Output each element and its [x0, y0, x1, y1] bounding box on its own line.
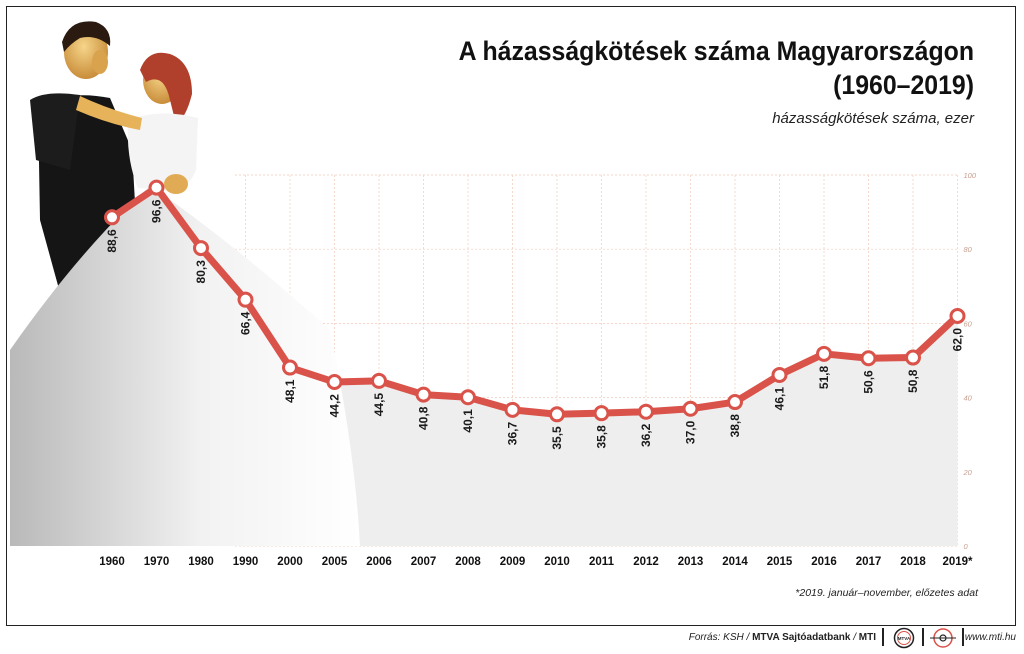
x-tick-label: 2011 — [589, 556, 615, 568]
data-point — [237, 291, 254, 308]
x-tick-label: 2012 — [633, 556, 659, 568]
y-tick-label: 40 — [964, 394, 973, 403]
mtva-logo: MTVA — [893, 627, 915, 649]
data-label: 36,2 — [639, 423, 653, 447]
wedding-couple-illustration — [10, 21, 360, 546]
source-bold: MTVA Sajtóadatbank — [752, 632, 851, 643]
data-point — [860, 350, 877, 367]
data-label: 62,0 — [951, 328, 965, 352]
data-point — [771, 366, 788, 383]
x-tick-label: 1960 — [99, 556, 125, 568]
footnote: *2019. január–november, előzetes adat — [795, 587, 978, 599]
data-point — [638, 403, 654, 420]
data-point — [593, 405, 610, 422]
source-prefix: Forrás: KSH / — [688, 632, 753, 643]
source-mti: MTI — [858, 632, 876, 643]
data-label: 44,2 — [328, 394, 342, 418]
data-point — [504, 401, 521, 418]
x-tick-label: 2009 — [500, 556, 526, 568]
data-label: 36,7 — [506, 422, 520, 446]
chart-title-line2: (1960–2019) — [833, 70, 974, 100]
footer-divider — [962, 628, 964, 646]
data-point — [371, 372, 387, 389]
source-credit: Forrás: KSH / MTVA Sajtóadatbank / MTI — [689, 632, 876, 643]
x-tick-label: 2015 — [767, 556, 793, 568]
x-tick-label: 2000 — [277, 556, 303, 568]
data-label: 40,8 — [417, 406, 431, 430]
data-label: 50,8 — [906, 369, 920, 393]
series-line — [108, 184, 961, 418]
x-tick-label: 1980 — [188, 556, 214, 568]
x-tick-label: 2008 — [455, 556, 481, 568]
x-tick-label: 2006 — [366, 556, 392, 568]
data-label: 40,1 — [461, 409, 475, 433]
data-label: 88,6 — [105, 229, 119, 253]
footer-divider — [922, 628, 924, 646]
data-point — [460, 389, 476, 406]
x-tick-label: 2013 — [678, 556, 704, 568]
data-point — [148, 179, 165, 196]
data-label: 35,5 — [550, 426, 564, 450]
x-tick-label: 2016 — [811, 556, 837, 568]
x-tick-label: 2018 — [900, 556, 926, 568]
data-label: 46,1 — [773, 387, 787, 411]
x-tick-label: 2005 — [322, 556, 348, 568]
data-label: 96,6 — [150, 199, 164, 223]
x-tick-label: 2014 — [722, 556, 748, 568]
data-point — [816, 345, 832, 362]
mti-logo — [930, 628, 956, 648]
data-point — [949, 307, 966, 324]
data-label: 35,8 — [595, 425, 609, 449]
data-label: 51,8 — [817, 365, 831, 389]
chart-title-line1: A házasságkötések száma Magyarországon — [458, 36, 975, 66]
x-tick-label: 1970 — [144, 556, 170, 568]
data-label: 48,1 — [283, 379, 297, 403]
chart-subtitle: házasságkötések száma, ezer — [772, 110, 974, 127]
data-label: 80,3 — [194, 260, 208, 284]
data-label: 38,8 — [728, 414, 742, 438]
data-label: 66,4 — [239, 311, 253, 335]
data-label: 50,6 — [862, 370, 876, 394]
chart-title: A házasságkötések száma Magyarországon (… — [404, 34, 974, 102]
source-separator: / — [850, 632, 859, 643]
mti-url[interactable]: www.mti.hu — [964, 632, 1016, 643]
x-tick-label: 2010 — [544, 556, 570, 568]
x-tick-label: 2019* — [942, 556, 973, 568]
data-label: 44,5 — [372, 393, 386, 417]
y-tick-label: 100 — [964, 171, 977, 180]
data-point — [104, 209, 120, 226]
data-point — [549, 406, 565, 423]
y-tick-label: 20 — [963, 468, 973, 477]
y-tick-label: 0 — [964, 542, 969, 551]
data-point — [727, 394, 743, 411]
x-tick-label: 2007 — [411, 556, 437, 568]
mtva-logo-text: MTVA — [898, 636, 911, 641]
y-tick-label: 60 — [964, 319, 973, 328]
data-point — [415, 386, 432, 403]
data-point — [326, 374, 343, 391]
footer-divider — [882, 628, 884, 646]
data-point — [282, 359, 298, 376]
x-tick-label: 2017 — [856, 556, 882, 568]
data-point — [193, 240, 209, 257]
data-point — [682, 400, 699, 417]
data-point — [905, 349, 921, 366]
data-label: 37,0 — [684, 420, 698, 444]
x-tick-label: 1990 — [233, 556, 259, 568]
y-tick-label: 80 — [964, 245, 973, 254]
